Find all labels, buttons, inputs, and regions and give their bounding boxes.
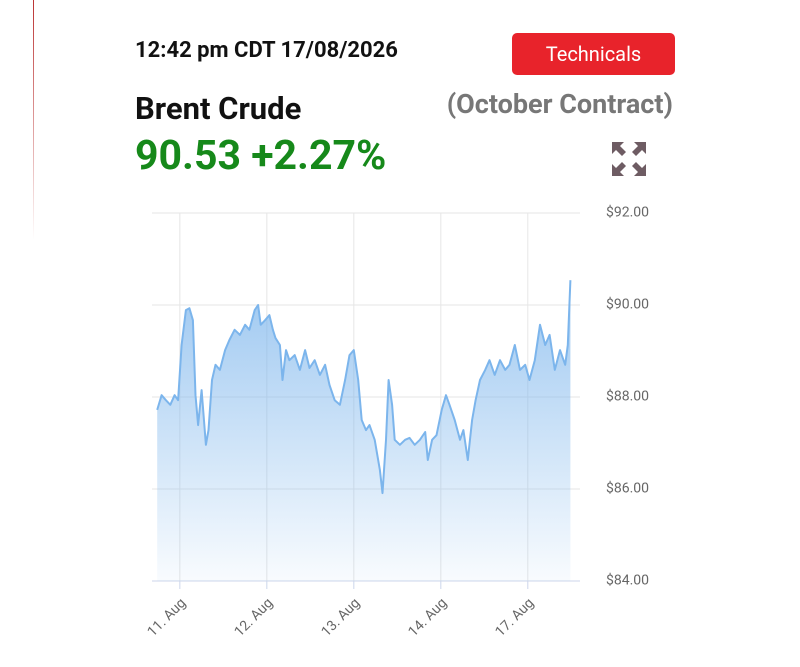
- quote: 90.53 +2.27%: [135, 132, 386, 180]
- x-tick-label: 11. Aug: [144, 595, 189, 640]
- x-tick-label: 13. Aug: [318, 595, 363, 640]
- y-tick-label: $90.00: [606, 296, 649, 313]
- timestamp: 12:42 pm CDT 17/08/2026: [135, 38, 398, 63]
- change: +2.27%: [251, 132, 387, 180]
- x-tick-label: 14. Aug: [405, 595, 450, 640]
- edge-line: [33, 0, 34, 240]
- y-tick-label: $84.00: [606, 572, 649, 589]
- x-tick-label: 12. Aug: [231, 595, 276, 640]
- line: [156, 280, 572, 495]
- technicals-button[interactable]: Technicals: [512, 33, 675, 75]
- area: [157, 280, 571, 581]
- y-tick-label: $92.00: [606, 204, 649, 221]
- x-tick-label: 17. Aug: [492, 595, 537, 640]
- price: 90.53: [135, 132, 241, 180]
- expand-icon[interactable]: [612, 142, 646, 176]
- instrument-name: Brent Crude: [135, 90, 302, 127]
- contract: (October Contract): [446, 88, 673, 120]
- y-tick-label: $88.00: [606, 388, 649, 405]
- y-tick-label: $86.00: [606, 480, 649, 497]
